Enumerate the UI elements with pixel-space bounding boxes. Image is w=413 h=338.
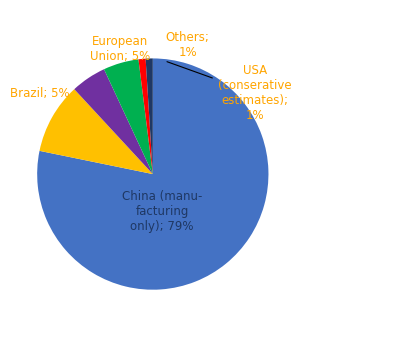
- Text: China (manu-
facturing
only); 79%: China (manu- facturing only); 79%: [122, 190, 202, 233]
- Wedge shape: [74, 69, 153, 174]
- Text: Others;
1%: Others; 1%: [166, 30, 209, 58]
- Wedge shape: [40, 89, 153, 174]
- Wedge shape: [37, 58, 268, 290]
- Wedge shape: [138, 59, 153, 174]
- Text: European
Union; 5%: European Union; 5%: [90, 35, 151, 63]
- Text: USA
(conserative
estimates);
1%: USA (conserative estimates); 1%: [167, 62, 292, 122]
- Wedge shape: [104, 59, 153, 174]
- Text: India; 10%: India; 10%: [61, 142, 124, 155]
- Wedge shape: [146, 58, 153, 174]
- Text: Brazil; 5%: Brazil; 5%: [10, 87, 69, 100]
